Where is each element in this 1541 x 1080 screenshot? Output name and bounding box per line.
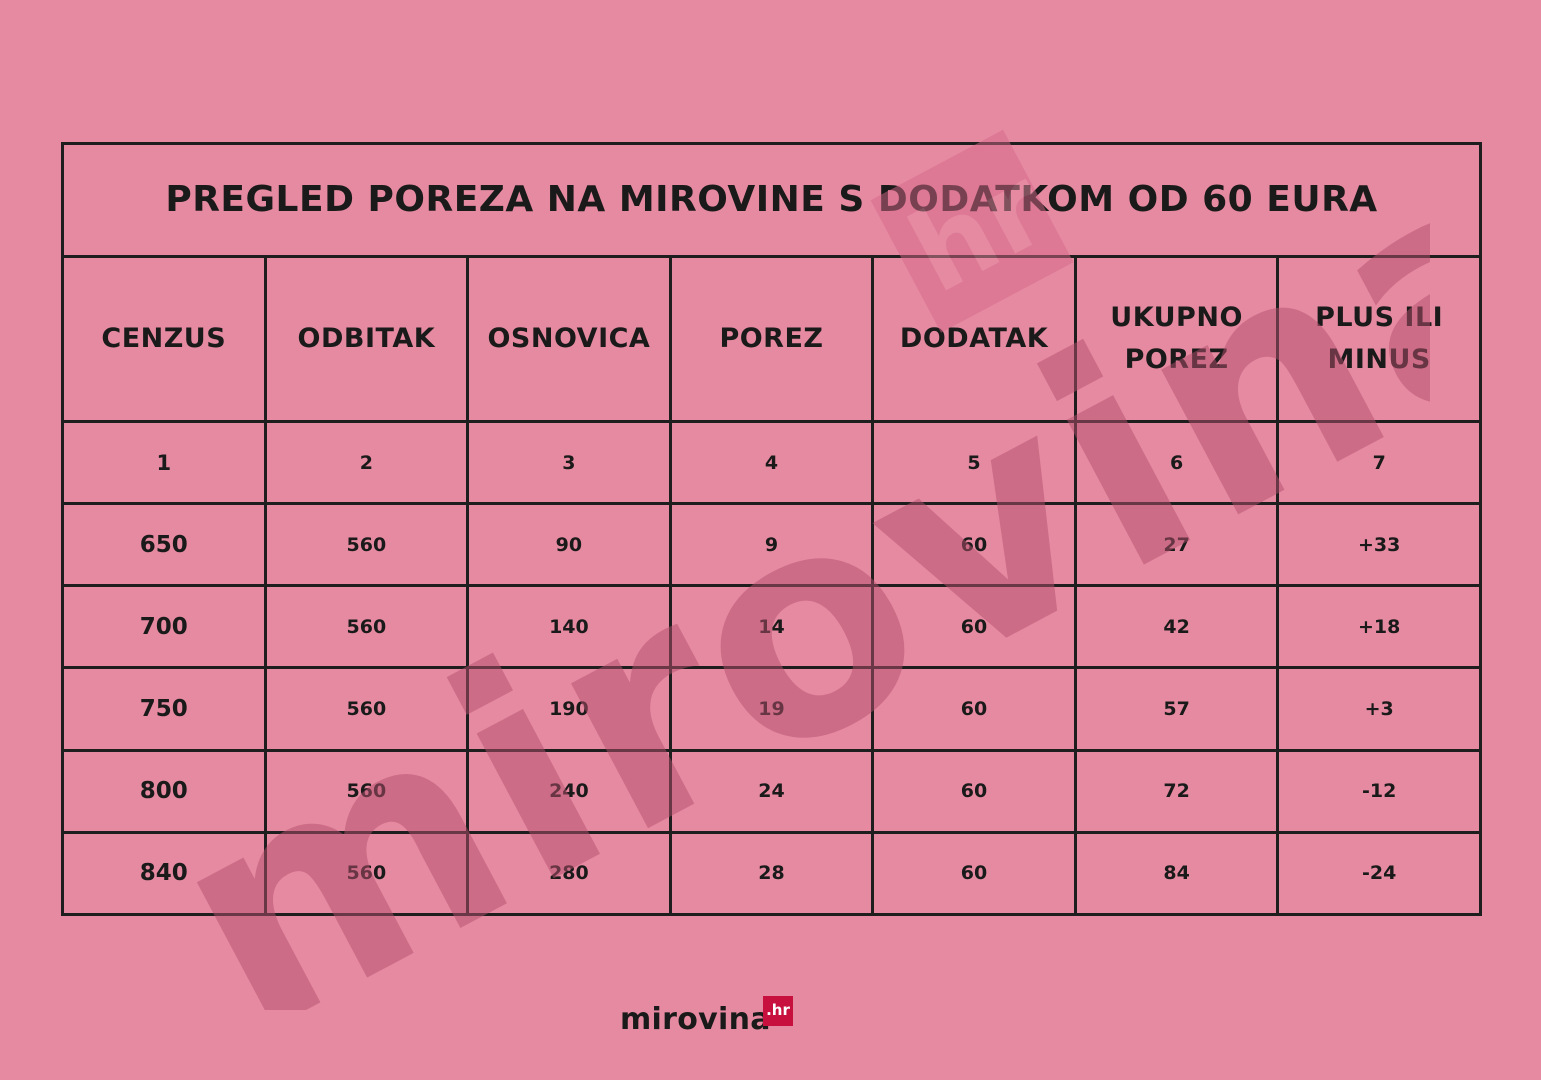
footer-logo: mirovina .hr (620, 996, 810, 1046)
column-number: 4 (668, 419, 875, 506)
cell-ukupno-porez: 27 (1073, 502, 1280, 588)
tax-overview-table: PREGLED POREZA NA MIROVINE S DODATKOM OD… (61, 142, 1482, 917)
header-osnovica: OSNOVICA (466, 254, 672, 423)
cell-porez: 14 (668, 584, 875, 670)
cell-porez: 24 (668, 748, 875, 834)
footer-brand-badge: .hr (763, 996, 793, 1026)
cell-ukupno-porez: 72 (1073, 748, 1280, 834)
cell-osnovica: 240 (466, 748, 672, 834)
cell-ukupno-porez: 57 (1073, 666, 1280, 752)
cell-ukupno-porez: 42 (1073, 584, 1280, 670)
header-plus-ili-minus: PLUS ILI MINUS (1276, 254, 1482, 423)
cell-osnovica: 140 (466, 584, 672, 670)
table-row: 650 560 90 9 60 27 +33 (61, 502, 1482, 588)
cell-odbitak: 560 (263, 584, 470, 670)
table-row: 800 560 240 24 60 72 -12 (61, 748, 1482, 834)
cell-ukupno-porez: 84 (1073, 830, 1280, 917)
table-row: 750 560 190 19 60 57 +3 (61, 666, 1482, 752)
column-number: 1 (61, 419, 267, 506)
cell-cenzus: 700 (61, 584, 267, 670)
header-cenzus: CENZUS (61, 254, 267, 423)
cell-dodatak: 60 (871, 830, 1077, 917)
cell-plus-minus: -12 (1276, 748, 1482, 834)
cell-dodatak: 60 (871, 502, 1077, 588)
cell-osnovica: 190 (466, 666, 672, 752)
header-ukupno-porez: UKUPNO POREZ (1073, 254, 1280, 423)
table-row: 700 560 140 14 60 42 +18 (61, 584, 1482, 670)
cell-cenzus: 650 (61, 502, 267, 588)
cell-osnovica: 90 (466, 502, 672, 588)
column-number: 2 (263, 419, 470, 506)
cell-odbitak: 560 (263, 666, 470, 752)
cell-dodatak: 60 (871, 666, 1077, 752)
cell-porez: 19 (668, 666, 875, 752)
cell-dodatak: 60 (871, 748, 1077, 834)
column-number: 7 (1276, 419, 1482, 506)
cell-odbitak: 560 (263, 502, 470, 588)
header-porez: POREZ (668, 254, 875, 423)
header-dodatak: DODATAK (871, 254, 1077, 423)
column-number-row: 1 2 3 4 5 6 7 (61, 419, 1482, 506)
column-number: 5 (871, 419, 1077, 506)
cell-plus-minus: +33 (1276, 502, 1482, 588)
cell-plus-minus: +18 (1276, 584, 1482, 670)
cell-porez: 9 (668, 502, 875, 588)
table-title: PREGLED POREZA NA MIROVINE S DODATKOM OD… (61, 142, 1482, 258)
cell-dodatak: 60 (871, 584, 1077, 670)
tax-table-container: PREGLED POREZA NA MIROVINE S DODATKOM OD… (61, 142, 1482, 917)
footer-brand-name: mirovina (620, 1002, 771, 1037)
header-odbitak: ODBITAK (263, 254, 470, 423)
cell-cenzus: 750 (61, 666, 267, 752)
cell-odbitak: 560 (263, 748, 470, 834)
cell-porez: 28 (668, 830, 875, 917)
header-row: CENZUS ODBITAK OSNOVICA POREZ DODATAK UK… (61, 254, 1482, 423)
column-number: 3 (466, 419, 672, 506)
cell-odbitak: 560 (263, 830, 470, 917)
cell-plus-minus: +3 (1276, 666, 1482, 752)
cell-cenzus: 840 (61, 830, 267, 917)
cell-cenzus: 800 (61, 748, 267, 834)
table-row: 840 560 280 28 60 84 -24 (61, 830, 1482, 917)
column-number: 6 (1073, 419, 1280, 506)
cell-osnovica: 280 (466, 830, 672, 917)
cell-plus-minus: -24 (1276, 830, 1482, 917)
